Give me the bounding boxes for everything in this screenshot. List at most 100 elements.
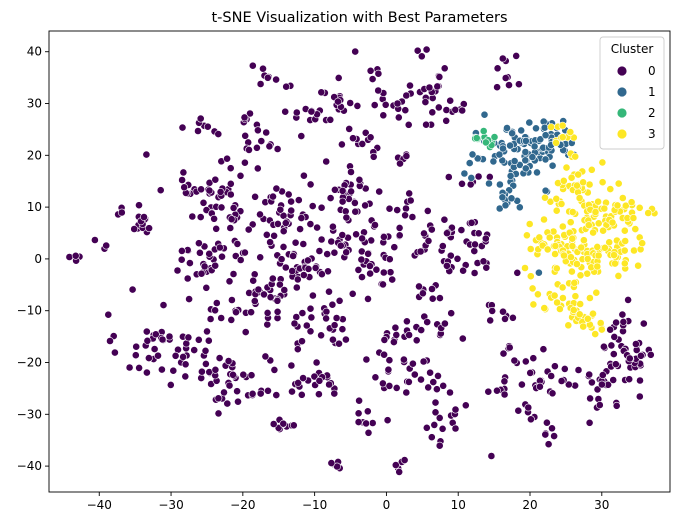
data-point-cluster-0 <box>358 273 366 281</box>
data-point-cluster-3 <box>635 203 644 212</box>
data-point-cluster-0 <box>423 206 432 215</box>
y-tick-label: −20 <box>17 356 42 370</box>
data-point-cluster-0 <box>388 275 397 284</box>
data-point-cluster-0 <box>215 243 224 252</box>
data-point-cluster-3 <box>521 264 529 272</box>
data-point-cluster-0 <box>178 123 187 132</box>
data-point-cluster-0 <box>404 377 413 386</box>
data-point-cluster-0 <box>102 241 111 250</box>
data-point-cluster-0 <box>471 240 479 249</box>
data-point-cluster-0 <box>609 350 618 358</box>
data-point-cluster-3 <box>568 242 577 250</box>
legend-label-3: 3 <box>648 127 656 141</box>
data-point-cluster-0 <box>260 290 268 299</box>
data-point-cluster-3 <box>529 300 538 309</box>
data-point-cluster-0 <box>171 351 180 360</box>
data-point-cluster-0 <box>294 196 303 204</box>
x-tick-label: 20 <box>522 498 537 512</box>
data-point-cluster-3 <box>558 222 567 231</box>
data-point-cluster-0 <box>135 201 143 210</box>
data-point-cluster-0 <box>297 132 306 140</box>
data-point-cluster-0 <box>289 421 298 430</box>
data-point-cluster-0 <box>292 108 301 117</box>
data-point-cluster-0 <box>252 143 261 152</box>
data-point-cluster-3 <box>620 226 629 235</box>
data-point-cluster-0 <box>196 114 205 123</box>
data-point-cluster-0 <box>254 285 263 294</box>
data-point-cluster-1 <box>485 179 493 188</box>
data-point-cluster-0 <box>420 229 428 238</box>
data-point-cluster-0 <box>422 120 430 129</box>
data-point-cluster-0 <box>424 383 433 392</box>
data-point-cluster-0 <box>600 342 608 351</box>
data-point-cluster-0 <box>156 186 165 195</box>
data-point-cluster-0 <box>330 248 339 257</box>
data-point-cluster-0 <box>322 314 330 323</box>
data-point-cluster-0 <box>585 418 594 427</box>
x-tick-label: −30 <box>158 498 183 512</box>
data-point-cluster-0 <box>355 175 364 184</box>
data-point-cluster-0 <box>515 80 523 89</box>
data-point-cluster-1 <box>468 150 477 159</box>
data-point-cluster-0 <box>178 176 186 184</box>
data-point-cluster-0 <box>322 157 331 166</box>
data-point-cluster-1 <box>489 157 498 166</box>
data-point-cluster-0 <box>183 274 192 283</box>
data-point-cluster-3 <box>620 246 629 255</box>
data-point-cluster-3 <box>576 271 585 280</box>
data-point-cluster-0 <box>457 226 466 234</box>
data-point-cluster-1 <box>506 141 514 150</box>
data-point-cluster-0 <box>557 377 566 385</box>
data-point-cluster-3 <box>525 220 534 228</box>
y-tick-label: 10 <box>27 200 42 214</box>
data-point-cluster-1 <box>521 164 530 173</box>
data-point-cluster-1 <box>541 186 550 195</box>
data-point-cluster-0 <box>342 213 351 222</box>
data-point-cluster-3 <box>608 218 617 227</box>
data-point-cluster-0 <box>366 269 374 278</box>
data-point-cluster-0 <box>430 420 439 429</box>
data-point-cluster-0 <box>248 220 257 229</box>
data-points <box>65 45 659 476</box>
data-point-cluster-0 <box>125 363 134 372</box>
data-point-cluster-0 <box>177 255 186 264</box>
data-point-cluster-0 <box>385 381 394 390</box>
data-point-cluster-0 <box>406 81 414 90</box>
data-point-cluster-0 <box>131 351 140 360</box>
data-point-cluster-0 <box>288 387 296 396</box>
data-point-cluster-0 <box>236 171 245 180</box>
data-point-cluster-0 <box>335 339 343 348</box>
data-point-cluster-0 <box>334 74 343 82</box>
data-point-cluster-0 <box>236 256 245 264</box>
data-point-cluster-0 <box>179 352 187 361</box>
data-point-cluster-0 <box>169 366 178 375</box>
data-point-cluster-0 <box>304 264 313 273</box>
data-point-cluster-0 <box>624 295 632 304</box>
data-point-cluster-0 <box>364 428 373 437</box>
data-point-cluster-3 <box>543 245 552 254</box>
data-point-cluster-0 <box>287 197 295 206</box>
data-point-cluster-0 <box>367 236 376 245</box>
data-point-cluster-0 <box>371 221 379 229</box>
data-point-cluster-3 <box>560 251 568 260</box>
data-point-cluster-0 <box>279 211 288 220</box>
data-point-cluster-0 <box>380 335 389 344</box>
data-point-cluster-0 <box>474 229 483 238</box>
data-point-cluster-0 <box>217 203 226 212</box>
data-point-cluster-0 <box>245 145 253 154</box>
data-point-cluster-1 <box>515 160 524 169</box>
data-point-cluster-0 <box>299 171 308 180</box>
data-point-cluster-0 <box>543 418 551 427</box>
data-point-cluster-0 <box>379 280 387 289</box>
data-point-cluster-0 <box>362 419 370 428</box>
data-point-cluster-0 <box>251 192 259 201</box>
data-point-cluster-0 <box>241 328 250 336</box>
data-point-cluster-0 <box>206 315 215 323</box>
data-point-cluster-0 <box>317 88 326 97</box>
data-point-cluster-3 <box>600 204 609 213</box>
data-point-cluster-0 <box>347 187 355 196</box>
data-point-cluster-0 <box>327 459 336 467</box>
data-point-cluster-0 <box>458 179 466 188</box>
data-point-cluster-0 <box>284 190 293 199</box>
data-point-cluster-0 <box>240 248 249 257</box>
